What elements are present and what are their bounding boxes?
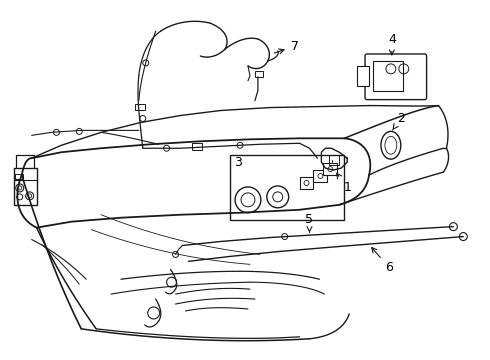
Bar [299, 177, 314, 189]
Text: 5: 5 [305, 213, 314, 232]
Ellipse shape [385, 136, 397, 154]
Bar [323, 163, 337, 175]
Bar [135, 104, 145, 109]
FancyBboxPatch shape [365, 54, 427, 100]
Bar [15, 174, 23, 179]
Bar [314, 170, 327, 182]
Text: 4: 4 [388, 33, 396, 55]
Bar [357, 66, 369, 86]
Bar [255, 71, 263, 77]
Text: 2: 2 [392, 112, 405, 130]
Text: 1: 1 [337, 173, 351, 194]
Text: 7: 7 [274, 40, 298, 54]
Bar [373, 61, 403, 91]
Bar [230, 155, 344, 220]
Text: 6: 6 [372, 248, 393, 274]
Text: 3: 3 [234, 156, 242, 168]
Bar [193, 143, 202, 150]
Ellipse shape [381, 131, 401, 159]
